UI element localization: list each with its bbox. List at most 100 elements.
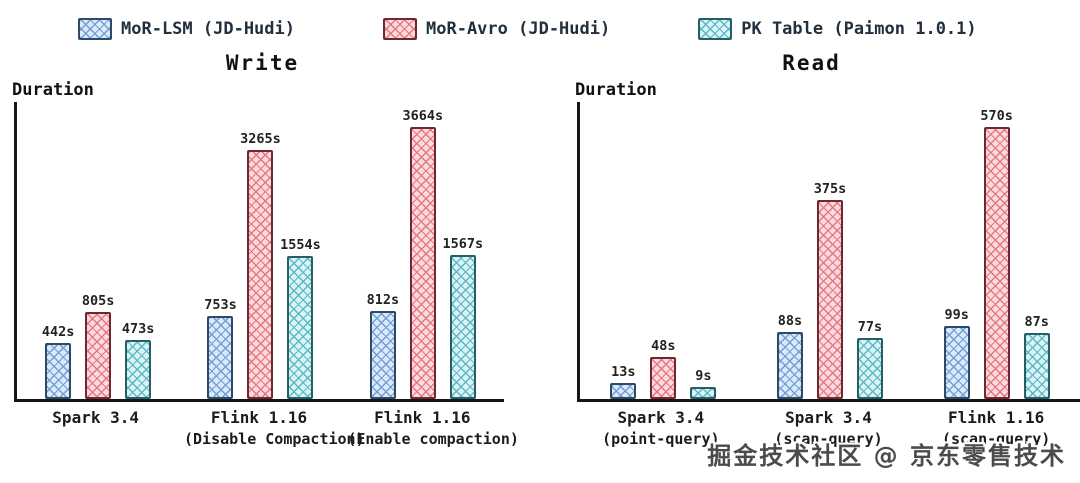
- read-chart-title: Read: [782, 51, 841, 75]
- pk-table-bar: [690, 386, 717, 399]
- group-label: Spark 3.4: [617, 408, 705, 427]
- charts-row: Write Duration 442s 805s 473s 753s 3265s 1554…: [0, 46, 1080, 448]
- mor-lsm-bar: [610, 383, 637, 399]
- mor-avro-bar: [247, 149, 274, 399]
- group-label: Flink 1.16: [374, 408, 471, 427]
- bar-pk-table: 87s: [1023, 313, 1050, 399]
- bar-mor-lsm: 88s: [776, 313, 803, 399]
- legend-label-mor-lsm: MoR-LSM (JD-Hudi): [121, 19, 295, 39]
- legend-item-mor-lsm: MoR-LSM (JD-Hudi): [78, 18, 295, 40]
- bar-value-label: 48s: [651, 337, 676, 354]
- legend-item-pk-table: PK Table (Paimon 1.0.1): [698, 18, 977, 40]
- bar-mor-avro: 375s: [814, 181, 846, 399]
- group-sublabel: (point-query): [602, 430, 720, 448]
- x-axis-group-label: Spark 3.4 (point-query): [586, 408, 736, 448]
- read-x-axis-labels: Spark 3.4 (point-query) Spark 3.4 (scan-que…: [577, 408, 1080, 448]
- bar-mor-lsm: 13s: [610, 364, 637, 399]
- bar-mor-avro: 48s: [650, 337, 677, 399]
- bar-value-label: 3265s: [240, 130, 281, 147]
- bar-value-label: 473s: [121, 321, 155, 338]
- x-axis-group-label: Spark 3.4 (scan-query): [753, 408, 903, 448]
- bar-mor-lsm: 99s: [943, 306, 970, 399]
- x-axis-group-label: Flink 1.16 (Disable Compaction): [183, 408, 365, 448]
- bar-mor-avro: 3265s: [240, 131, 281, 399]
- bar-mor-avro: 805s: [82, 293, 114, 399]
- mor-lsm-bar: [776, 332, 803, 399]
- bar-value-label: 375s: [813, 181, 847, 198]
- mor-avro-bar: [983, 127, 1010, 399]
- bar-value-label: 805s: [81, 292, 115, 309]
- mor-avro-bar: [816, 200, 843, 399]
- bar-value-label: 812s: [366, 292, 400, 309]
- bar-mor-avro: 570s: [980, 108, 1013, 399]
- bar-pk-table: 77s: [856, 319, 883, 399]
- x-axis-group-label: Flink 1.16 (scan-query): [921, 408, 1071, 448]
- chart-legend: MoR-LSM (JD-Hudi) MoR-Avro (JD-Hudi) PK Ta…: [0, 0, 1080, 46]
- read-chart: Read Duration 13s 48s 9s 88s 375s 77s 99s 570s 8…: [543, 46, 1080, 448]
- legend-label-pk-table: PK Table (Paimon 1.0.1): [741, 19, 977, 39]
- group-sublabel: (Disable Compaction): [183, 430, 365, 448]
- mor-lsm-bar: [45, 343, 72, 399]
- bar-mor-lsm: 753s: [204, 297, 237, 399]
- bar-value-label: 9s: [695, 367, 712, 384]
- bar-group-spark-3-4: 13s 48s 9s: [588, 337, 738, 399]
- bar-value-label: 87s: [1024, 313, 1049, 330]
- write-x-axis-labels: Spark 3.4 Flink 1.16 (Disable Compaction) F…: [14, 408, 519, 448]
- read-plot-area: 13s 48s 9s 88s 375s 77s 99s 570s 87s: [577, 102, 1080, 402]
- pk-table-swatch-icon: [698, 18, 733, 40]
- bar-group-flink-1-16: 812s 3664s 1567s: [348, 108, 498, 399]
- bar-group-spark-3-4: 442s 805s 473s: [23, 293, 173, 399]
- bar-mor-avro: 3664s: [403, 108, 443, 399]
- bar-value-label: 570s: [980, 108, 1013, 124]
- mor-lsm-bar: [207, 316, 234, 399]
- bar-value-label: 77s: [857, 319, 883, 336]
- pk-table-bar: [125, 340, 152, 399]
- write-plot-area: 442s 805s 473s 753s 3265s 1554s 812s 3664s 1567s: [14, 102, 504, 402]
- x-axis-group-label: Spark 3.4: [21, 408, 171, 448]
- bar-group-spark-3-4: 88s 375s 77s: [755, 181, 905, 399]
- bar-value-label: 88s: [777, 313, 803, 329]
- mor-lsm-bar: [943, 325, 970, 399]
- x-axis-group-label: Flink 1.16 (Enable compaction): [347, 408, 519, 448]
- pk-table-bar: [287, 256, 314, 399]
- pk-table-bar: [1023, 332, 1050, 399]
- group-label: Spark 3.4: [785, 408, 872, 427]
- mor-avro-bar: [650, 356, 677, 399]
- group-label: Flink 1.16: [947, 408, 1045, 427]
- bar-pk-table: 1567s: [443, 236, 483, 399]
- write-chart-title: Write: [225, 51, 300, 75]
- mor-lsm-bar: [369, 311, 396, 399]
- mor-lsm-swatch-icon: [78, 18, 112, 40]
- legend-label-mor-avro: MoR-Avro (JD-Hudi): [426, 19, 611, 39]
- bar-value-label: 442s: [41, 324, 75, 341]
- group-label: Spark 3.4: [52, 408, 139, 427]
- pk-table-bar: [449, 255, 476, 399]
- mor-avro-bar: [85, 311, 112, 399]
- read-y-axis-label: Duration: [575, 80, 657, 100]
- write-y-axis-label: Duration: [12, 80, 94, 100]
- group-label: Flink 1.16: [210, 408, 308, 427]
- group-sublabel: (Enable compaction): [347, 430, 519, 448]
- bar-value-label: 13s: [611, 364, 636, 380]
- legend-item-mor-avro: MoR-Avro (JD-Hudi): [383, 18, 610, 40]
- bar-value-label: 99s: [944, 306, 969, 323]
- mor-avro-swatch-icon: [383, 18, 417, 40]
- group-sublabel: (scan-query): [941, 430, 1051, 448]
- bar-value-label: 1554s: [280, 237, 321, 253]
- bar-value-label: 3664s: [402, 108, 444, 124]
- bar-group-flink-1-16: 99s 570s 87s: [922, 108, 1072, 399]
- mor-avro-bar: [409, 127, 436, 399]
- pk-table-bar: [856, 338, 883, 399]
- bar-mor-lsm: 812s: [367, 292, 399, 399]
- bar-group-flink-1-16: 753s 3265s 1554s: [185, 131, 335, 399]
- group-sublabel: (scan-query): [774, 430, 883, 448]
- bar-value-label: 1567s: [442, 236, 484, 253]
- bar-pk-table: 9s: [690, 367, 717, 399]
- bar-pk-table: 1554s: [280, 237, 321, 399]
- bar-pk-table: 473s: [122, 321, 154, 399]
- bar-mor-lsm: 442s: [42, 324, 74, 399]
- bar-value-label: 753s: [204, 297, 237, 313]
- watermark: 掘金技术社区 @ 京东零售技术: [707, 442, 1066, 470]
- write-chart: Write Duration 442s 805s 473s 753s 3265s 1554…: [10, 46, 519, 448]
